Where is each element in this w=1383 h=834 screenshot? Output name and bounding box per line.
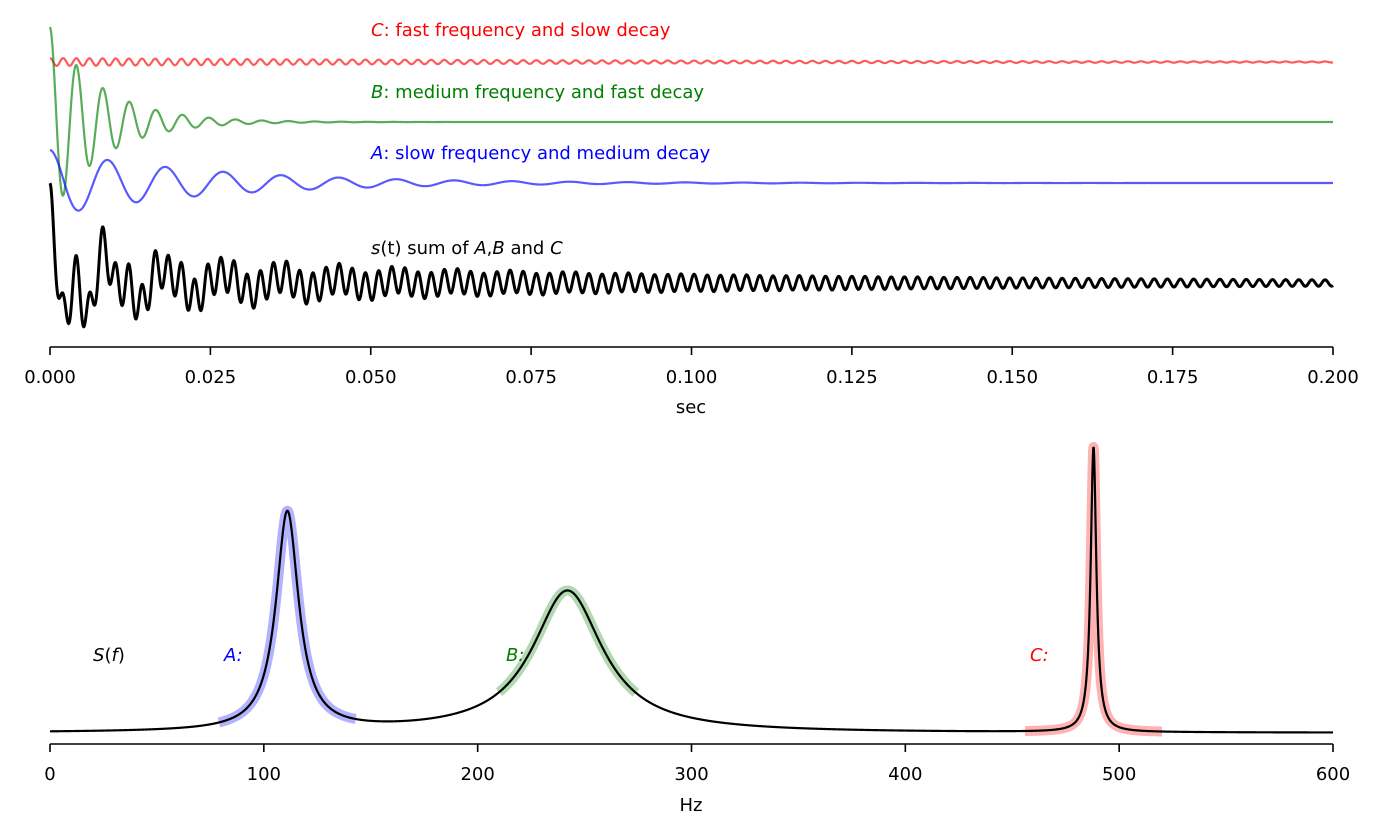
- series-label-b: B: medium frequency and fast decay: [371, 82, 704, 103]
- spectrum-label: S(f): [93, 645, 125, 666]
- series-line-b: [48, 26, 1333, 197]
- tick-label: 600: [1316, 764, 1350, 785]
- tick-label: 0.075: [505, 367, 557, 388]
- time-series-lines: [48, 26, 1334, 329]
- frequency-domain-panel: S(f) A: B: C: 0 100 200 300 400 500 600 Hz: [44, 442, 1350, 816]
- tick-label: 0.025: [185, 367, 237, 388]
- time-x-axis-label: sec: [676, 397, 706, 418]
- time-domain-panel: C: fast frequency and slow decay B: medi…: [24, 20, 1359, 418]
- series-line-a: [49, 148, 1333, 212]
- tick-label: 0.100: [666, 367, 718, 388]
- peak-label-c: C:: [1030, 645, 1049, 666]
- tick-label: 0.000: [24, 367, 76, 388]
- series-label-a: A: slow frequency and medium decay: [370, 143, 711, 164]
- tick-label: 400: [888, 764, 922, 785]
- tick-label: 300: [674, 764, 708, 785]
- tick-label: 200: [460, 764, 494, 785]
- series-label-c: C: fast frequency and slow decay: [371, 20, 671, 41]
- peak-label-a: A:: [223, 645, 243, 666]
- tick-label: 0.150: [986, 367, 1038, 388]
- tick-label: 0.125: [826, 367, 878, 388]
- frequency-x-axis-label: Hz: [680, 795, 703, 816]
- series-line-s: [48, 182, 1334, 329]
- series-label-sum: s(t) sum of A,B and C: [371, 238, 563, 259]
- spectrum-line: [50, 446, 1333, 734]
- spectrum-labels: S(f) A: B: C:: [93, 645, 1049, 666]
- tick-label: 0.200: [1307, 367, 1359, 388]
- peak-label-b: B:: [506, 645, 524, 666]
- time-x-ticks: 0.000 0.025 0.050 0.075 0.100 0.125 0.150 0.175…: [24, 347, 1359, 388]
- tick-label: 100: [247, 764, 281, 785]
- time-series-labels: C: fast frequency and slow decay B: medi…: [370, 20, 711, 259]
- tick-label: 0.175: [1147, 367, 1199, 388]
- tick-label: 0.050: [345, 367, 397, 388]
- tick-label: 500: [1102, 764, 1136, 785]
- series-line-c: [49, 57, 1334, 67]
- tick-label: 0: [44, 764, 55, 785]
- frequency-x-ticks: 0 100 200 300 400 500 600: [44, 744, 1350, 785]
- spectrum-curve: [50, 446, 1333, 734]
